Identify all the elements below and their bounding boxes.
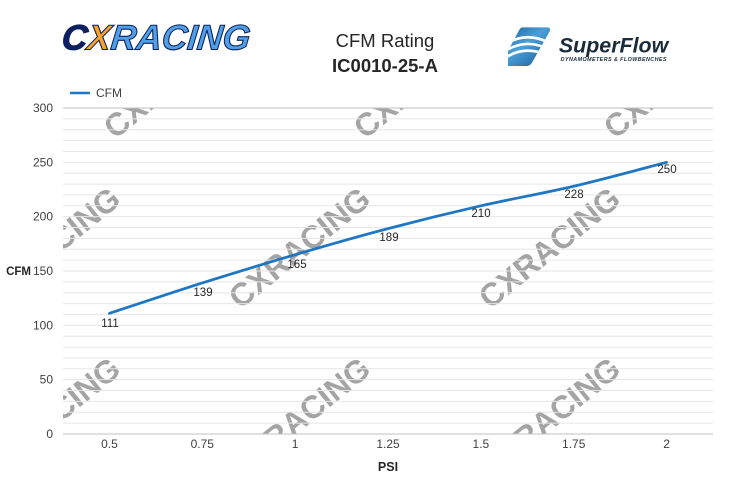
svg-text:50: 50 [40,373,54,387]
svg-text:111: 111 [101,318,118,330]
svg-text:228: 228 [564,189,583,201]
svg-text:2: 2 [663,437,670,451]
svg-text:CXRACING: CXRACING [222,180,377,315]
svg-text:CXRACING: CXRACING [472,350,627,485]
svg-text:CXRACING: CXRACING [722,350,750,485]
svg-text:1.5: 1.5 [473,437,490,451]
svg-text:CXRACING: CXRACING [722,180,750,315]
svg-text:250: 250 [33,155,53,169]
svg-text:1: 1 [292,437,299,451]
svg-text:150: 150 [33,264,53,278]
svg-text:139: 139 [193,287,212,299]
svg-text:0: 0 [46,427,53,441]
svg-text:1.75: 1.75 [562,437,586,451]
svg-text:1.25: 1.25 [376,437,400,451]
svg-text:CXRACING: CXRACING [97,10,252,145]
svg-text:165: 165 [287,259,306,271]
svg-text:0.75: 0.75 [191,437,215,451]
svg-text:CXRACING: CXRACING [0,350,127,485]
svg-text:250: 250 [657,164,676,176]
svg-text:0.5: 0.5 [101,437,118,451]
svg-text:CXRACING: CXRACING [0,180,127,315]
svg-text:210: 210 [471,208,490,220]
svg-text:100: 100 [33,318,53,332]
svg-text:CXRACING: CXRACING [222,350,377,485]
svg-text:300: 300 [33,101,53,115]
svg-text:200: 200 [33,210,53,224]
svg-text:CXRACING: CXRACING [597,10,750,145]
svg-text:CFM: CFM [6,266,31,278]
svg-text:189: 189 [379,232,398,244]
svg-text:CXRACING: CXRACING [347,10,502,145]
svg-text:CXRACING: CXRACING [472,180,627,315]
svg-text:PSI: PSI [378,460,398,474]
